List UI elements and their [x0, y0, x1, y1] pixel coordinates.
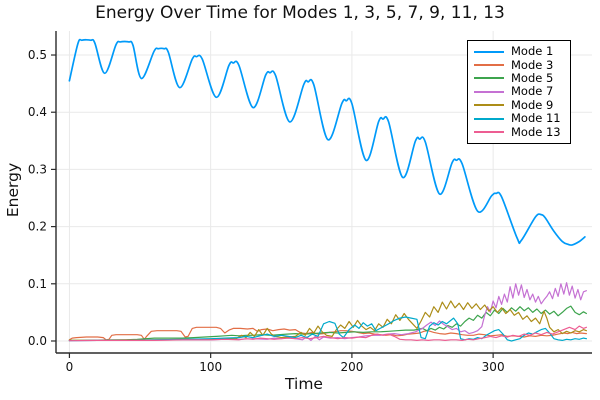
- y-tick-label: 0.5: [28, 48, 47, 62]
- y-tick-label: 0.3: [28, 162, 47, 176]
- y-tick-label: 0.1: [28, 277, 47, 291]
- legend-item: Mode 7: [474, 85, 565, 98]
- legend-line-swatch: [474, 90, 504, 93]
- legend-line-swatch: [474, 64, 504, 67]
- legend-line-swatch: [474, 104, 504, 107]
- series-line-mode-1: [68, 38, 586, 246]
- legend-label: Mode 13: [511, 124, 561, 139]
- y-tick-label: 0.0: [28, 334, 47, 348]
- legend-label: Mode 1: [511, 44, 554, 59]
- legend-label: Mode 9: [511, 97, 554, 112]
- legend-item: Mode 9: [474, 97, 565, 112]
- legend-line-swatch: [474, 50, 504, 53]
- legend-line-swatch: [474, 117, 504, 120]
- legend-item: Mode 3: [474, 58, 565, 71]
- series-line-mode-5: [68, 305, 587, 341]
- x-tick-label: 300: [482, 360, 505, 374]
- legend-item: Mode 13: [474, 125, 565, 138]
- legend-item: Mode 5: [474, 70, 565, 85]
- series-line-mode-13: [68, 325, 587, 342]
- x-tick-label: 100: [199, 360, 222, 374]
- legend-line-swatch: [474, 77, 504, 80]
- y-axis-label: Energy: [4, 162, 22, 218]
- x-tick-label: 0: [66, 360, 74, 374]
- x-axis-label: Time: [285, 375, 323, 393]
- series-line-mode-11: [68, 316, 587, 342]
- legend-item: Mode 1: [474, 45, 565, 58]
- legend-label: Mode 3: [511, 57, 554, 72]
- series-line-mode-9: [68, 300, 587, 341]
- legend-label: Mode 5: [511, 70, 554, 85]
- series-line-mode-7: [68, 282, 587, 342]
- legend-label: Mode 7: [511, 84, 554, 99]
- legend-line-swatch: [474, 131, 504, 134]
- y-tick-label: 0.4: [28, 105, 47, 119]
- chart-title: Energy Over Time for Modes 1, 3, 5, 7, 9…: [95, 3, 505, 23]
- legend: Mode 1 Mode 3 Mode 5 Mode 7 Mode 9 Mode 11 Mod…: [467, 40, 571, 144]
- legend-item: Mode 11: [474, 112, 565, 125]
- y-tick-label: 0.2: [28, 220, 47, 234]
- legend-label: Mode 11: [511, 111, 561, 126]
- x-tick-label: 200: [340, 360, 363, 374]
